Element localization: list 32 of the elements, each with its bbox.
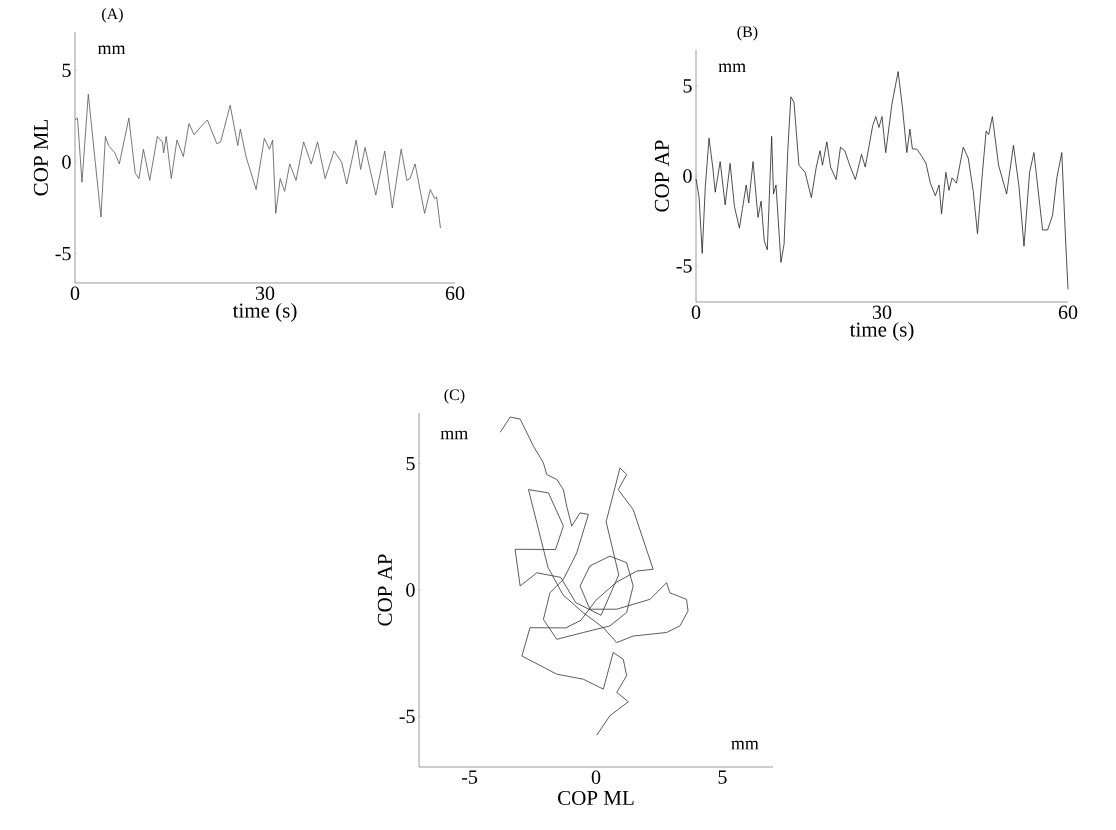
y-axis-title: COP AP bbox=[654, 140, 669, 212]
annotation: mm bbox=[440, 430, 468, 440]
x-tick-label: 5 bbox=[718, 770, 727, 784]
y-tick-label: 5 bbox=[62, 63, 71, 78]
y-tick-label: -5 bbox=[55, 247, 71, 261]
x-axis-title: COP ML bbox=[558, 790, 634, 805]
y-tick-label: -5 bbox=[676, 259, 692, 273]
y-tick-label: 0 bbox=[683, 169, 692, 183]
y-axis-title: COP ML bbox=[33, 119, 48, 196]
y-tick-label: 5 bbox=[683, 79, 692, 93]
x-tick-label: 30 bbox=[255, 286, 275, 301]
line-series bbox=[695, 71, 1069, 290]
annotation: mm bbox=[731, 740, 759, 750]
x-tick-label: 60 bbox=[445, 286, 465, 301]
x-tick-label: 60 bbox=[1058, 305, 1078, 320]
y-axis-title: COP AP bbox=[377, 554, 392, 626]
annotation: mm bbox=[97, 45, 126, 55]
y-tick-label: 0 bbox=[62, 155, 71, 169]
line-series bbox=[499, 416, 689, 736]
line-series bbox=[74, 93, 441, 229]
x-tick-label: 0 bbox=[591, 770, 601, 785]
chart-title: (C) bbox=[444, 388, 465, 404]
y-tick-label: 5 bbox=[406, 456, 415, 471]
y-tick-label: -5 bbox=[399, 709, 415, 724]
chart-title: (B) bbox=[737, 25, 758, 41]
x-axis-title: time (s) bbox=[232, 302, 297, 322]
y-tick-label: 0 bbox=[406, 583, 415, 597]
chart-title: (A) bbox=[102, 7, 123, 23]
x-tick-label: -5 bbox=[461, 770, 478, 784]
annotation: mm bbox=[718, 63, 746, 73]
x-axis-title: time (s) bbox=[849, 321, 914, 341]
x-tick-label: 30 bbox=[872, 305, 892, 320]
